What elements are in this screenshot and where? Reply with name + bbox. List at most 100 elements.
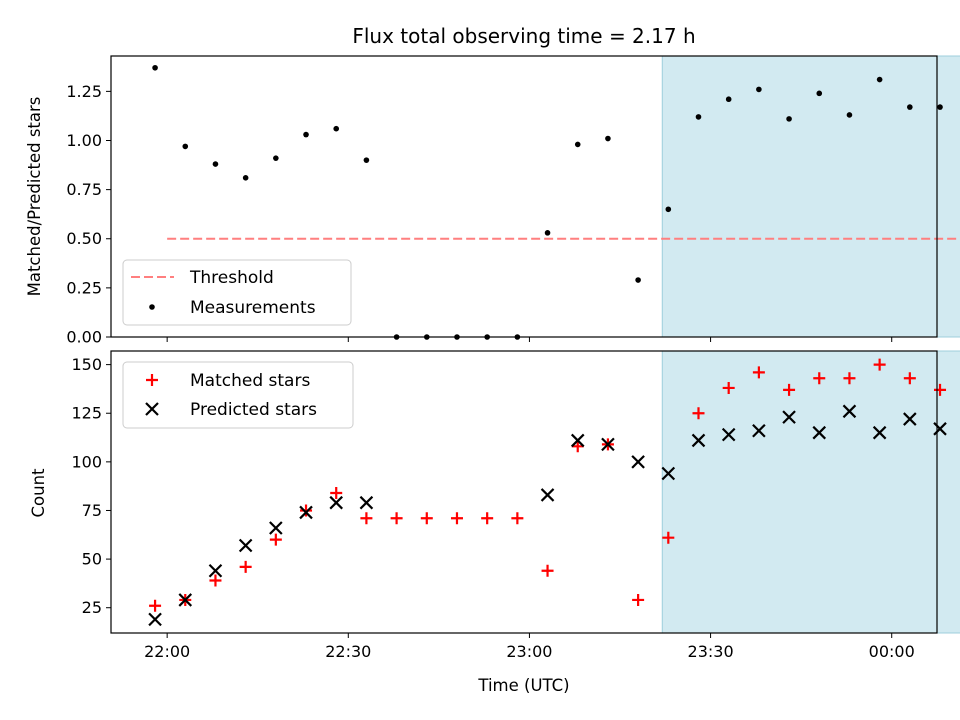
matched-star-point: [843, 372, 856, 385]
matched-star-point: [481, 512, 494, 525]
predicted-star-point: [178, 593, 193, 607]
measurement-point: [756, 86, 762, 93]
matched-star-point: [511, 512, 524, 525]
matched-star-point: [813, 372, 826, 385]
measurement-point: [907, 104, 913, 110]
legend-matched-swatch: [146, 374, 158, 386]
measurement-point: [303, 131, 309, 138]
predicted-star-point: [570, 433, 585, 448]
matched-star-point: [269, 533, 282, 546]
matched-star-point: [149, 599, 162, 612]
predicted-star-point: [782, 410, 796, 424]
measurement-point: [635, 277, 641, 283]
predicted-star-point: [752, 423, 766, 438]
top-y-axis-label: Matched/Predicted stars: [25, 97, 44, 297]
y-tick-label: 1.25: [66, 82, 102, 101]
predicted-star-point: [299, 505, 313, 520]
matched-star-point: [390, 512, 403, 525]
legend-measurement-swatch: [149, 304, 155, 310]
matched-star-point: [450, 512, 463, 525]
x-tick-label: 23:30: [688, 642, 734, 661]
predicted-star-point: [812, 425, 827, 440]
legend-predicted-swatch: [145, 402, 159, 416]
legend-measurement-label: Measurements: [190, 298, 316, 318]
predicted-star-point: [933, 422, 947, 436]
bottom-panel: 25 50 75 100 125 150 22:00 22:30 23:00 23:30 00:00…: [71, 350, 960, 661]
x-tick-label: 23:00: [506, 642, 552, 661]
measurement-point: [816, 90, 823, 97]
measurement-point: [665, 206, 672, 213]
predicted-star-point: [269, 521, 283, 535]
matched-star-point: [330, 486, 343, 499]
x-tick-label: 00:00: [869, 642, 915, 661]
predicted-star-point: [631, 455, 645, 469]
y-tick-label: 0.50: [66, 229, 102, 248]
predicted-star-point: [691, 433, 706, 448]
measurement-point: [876, 76, 883, 83]
axes-frame: [110, 350, 938, 634]
measurement-point: [725, 96, 732, 103]
matched-star-point: [300, 504, 313, 517]
y-tick-label: 0.75: [66, 180, 102, 199]
matched-star-point: [571, 440, 584, 453]
predicted-star-point: [208, 563, 223, 578]
y-tick-label: 75: [82, 501, 102, 520]
x-tick-label: 22:00: [144, 642, 190, 661]
legend-box: [122, 361, 354, 429]
top-legend: Threshold Measurements: [122, 259, 352, 326]
chart-title: Flux total observing time = 2.17 h: [352, 24, 695, 48]
y-tick-label: 25: [82, 598, 102, 617]
legend-box: [122, 259, 352, 326]
predicted-star-point: [601, 437, 615, 452]
shaded-span: [661, 55, 960, 338]
measurement-point: [937, 104, 943, 110]
measurement-point: [182, 143, 189, 150]
measurement-point: [212, 161, 219, 167]
matched-star-point: [903, 372, 916, 385]
y-tick-label: 50: [82, 550, 102, 569]
y-tick-label: 0.25: [66, 278, 102, 297]
axes-frame: [110, 55, 938, 338]
legend-predicted-label: Predicted stars: [190, 400, 317, 420]
x-axis-label: Time (UTC): [477, 676, 569, 695]
measurement-point: [273, 155, 279, 161]
predicted-star-point: [329, 495, 343, 510]
matched-star-point: [722, 381, 735, 394]
predicted-star-point: [842, 404, 857, 419]
matched-star-point: [360, 512, 373, 525]
measurement-point: [363, 157, 370, 163]
y-tick-label: 150: [71, 355, 102, 374]
y-tick-label: 0.00: [66, 328, 102, 347]
measurement-point: [242, 175, 249, 181]
legend-matched-label: Matched stars: [190, 371, 310, 391]
predicted-star-point: [721, 427, 736, 442]
matched-star-point: [783, 383, 796, 396]
measurement-point: [786, 116, 792, 122]
measurement-point: [544, 230, 551, 236]
matched-star-point: [934, 383, 947, 396]
predicted-star-point: [903, 412, 917, 426]
x-tick-label: 22:30: [325, 642, 371, 661]
measurement-point: [695, 114, 702, 120]
bottom-legend: Matched stars Predicted stars: [122, 361, 354, 429]
matched-star-point: [752, 366, 765, 379]
predicted-star-point: [872, 425, 887, 440]
matched-star-point: [239, 560, 252, 573]
y-tick-label: 100: [71, 452, 102, 471]
predicted-star-point: [238, 538, 253, 553]
predicted-star-point: [148, 612, 162, 627]
bottom-y-axis-label: Count: [29, 468, 48, 518]
matched-star-point: [209, 574, 222, 587]
measurement-point: [846, 112, 853, 118]
matched-star-point: [632, 593, 645, 606]
matched-star-point: [662, 531, 675, 544]
predicted-star-point: [661, 466, 676, 481]
y-tick-label: 1.00: [66, 131, 102, 150]
matched-star-point: [873, 358, 886, 371]
measurement-point: [333, 125, 340, 132]
top-panel: 0.00 0.25 0.50 0.75 1.00 1.25 Threshold Measure…: [66, 55, 960, 347]
matched-star-point: [692, 407, 705, 420]
measurement-point: [605, 135, 611, 142]
predicted-star-point: [540, 488, 555, 502]
